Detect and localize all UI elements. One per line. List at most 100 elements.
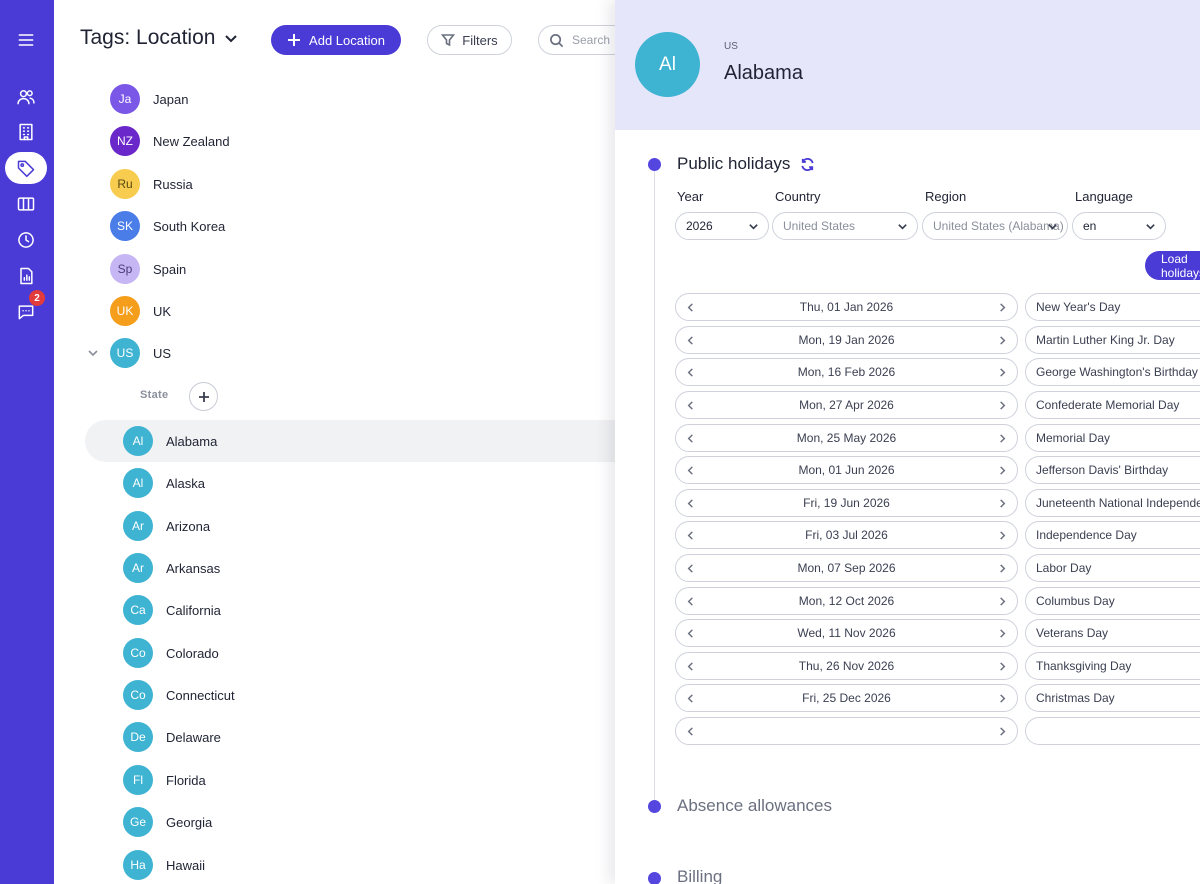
chevron-right-icon[interactable] [997, 693, 1008, 704]
add-location-button[interactable]: Add Location [271, 25, 401, 55]
holiday-name-input[interactable]: Veterans Day [1025, 619, 1200, 647]
nav-messages[interactable]: 2 [5, 290, 47, 328]
timeline-dot [648, 158, 661, 171]
list-item[interactable]: Ha Hawaii [85, 844, 615, 884]
chevron-right-icon[interactable] [997, 596, 1008, 607]
chevron-left-icon[interactable] [685, 628, 696, 639]
list-item[interactable]: UK UK [110, 290, 640, 332]
list-item[interactable]: Co Colorado [85, 632, 615, 674]
chevron-right-icon[interactable] [997, 400, 1008, 411]
chevron-left-icon[interactable] [685, 563, 696, 574]
state-name: Colorado [166, 645, 219, 661]
list-item[interactable]: Sp Spain [110, 248, 640, 290]
chevron-left-icon[interactable] [685, 302, 696, 313]
list-item[interactable]: De Delaware [85, 716, 615, 758]
region-select[interactable]: United States (Alabama) [922, 212, 1068, 240]
chevron-right-icon[interactable] [997, 498, 1008, 509]
chevron-right-icon[interactable] [997, 465, 1008, 476]
holiday-name-input[interactable]: George Washington's Birthday [1025, 358, 1200, 386]
holiday-date-picker[interactable]: Mon, 25 May 2026 [675, 424, 1018, 452]
nav-users[interactable] [5, 81, 47, 113]
chevron-right-icon[interactable] [997, 367, 1008, 378]
holiday-name-input[interactable]: Independence Day [1025, 521, 1200, 549]
list-item[interactable]: Ar Arizona [85, 505, 615, 547]
nav-reports[interactable] [5, 260, 47, 292]
list-item[interactable]: Ge Georgia [85, 801, 615, 843]
holiday-name-input[interactable]: Thanksgiving Day [1025, 652, 1200, 680]
holiday-date-picker[interactable]: Fri, 03 Jul 2026 [675, 521, 1018, 549]
chevron-left-icon[interactable] [685, 530, 696, 541]
holiday-name-input[interactable]: Labor Day [1025, 554, 1200, 582]
holiday-name-input[interactable]: Christmas Day [1025, 684, 1200, 712]
holiday-name-input[interactable]: New Year's Day [1025, 293, 1200, 321]
chevron-right-icon[interactable] [997, 661, 1008, 672]
list-item[interactable]: Ja Japan [110, 78, 640, 120]
chevron-left-icon[interactable] [685, 400, 696, 411]
chevron-left-icon[interactable] [685, 465, 696, 476]
list-item[interactable]: Co Connecticut [85, 674, 615, 716]
chevron-left-icon[interactable] [685, 596, 696, 607]
billing-header[interactable]: Billing [677, 867, 723, 884]
search-input[interactable] [572, 33, 622, 47]
chevron-left-icon[interactable] [685, 335, 696, 346]
holiday-date-picker[interactable]: Mon, 01 Jun 2026 [675, 456, 1018, 484]
holiday-date-picker[interactable]: Mon, 12 Oct 2026 [675, 587, 1018, 615]
list-item[interactable]: Ca California [85, 589, 615, 631]
chevron-right-icon[interactable] [997, 530, 1008, 541]
holiday-date-picker[interactable]: Thu, 26 Nov 2026 [675, 652, 1018, 680]
holiday-date-picker[interactable]: Thu, 01 Jan 2026 [675, 293, 1018, 321]
nav-tags[interactable] [5, 152, 47, 184]
list-item[interactable]: Ar Arkansas [85, 547, 615, 589]
holiday-name-input[interactable]: Confederate Memorial Day [1025, 391, 1200, 419]
holiday-name-input[interactable]: Memorial Day [1025, 424, 1200, 452]
list-item[interactable]: NZ New Zealand [110, 120, 640, 162]
nav-time[interactable] [5, 224, 47, 256]
collapse-chevron-icon[interactable] [87, 347, 99, 359]
list-item[interactable]: Fl Florida [85, 759, 615, 801]
nav-buildings[interactable] [5, 116, 47, 148]
holiday-name-input[interactable]: Columbus Day [1025, 587, 1200, 615]
holiday-date-picker[interactable]: Wed, 11 Nov 2026 [675, 619, 1018, 647]
filters-button[interactable]: Filters [427, 25, 512, 55]
chevron-left-icon[interactable] [685, 498, 696, 509]
holiday-name-input[interactable]: Martin Luther King Jr. Day [1025, 326, 1200, 354]
language-select[interactable]: en [1072, 212, 1166, 240]
chevron-right-icon[interactable] [997, 302, 1008, 313]
list-item-selected[interactable]: Al Alabama [85, 420, 615, 462]
add-state-button[interactable] [189, 382, 218, 411]
load-holidays-button[interactable]: Load holidays [1145, 251, 1200, 280]
nav-columns[interactable] [5, 188, 47, 220]
holiday-name-input[interactable]: Juneteenth National Independence Day [1025, 489, 1200, 517]
holiday-date-picker[interactable]: Fri, 25 Dec 2026 [675, 684, 1018, 712]
list-item[interactable]: SK South Korea [110, 205, 640, 247]
holiday-date-picker[interactable]: Mon, 19 Jan 2026 [675, 326, 1018, 354]
avatar: Al [635, 32, 700, 97]
year-select[interactable]: 2026 [675, 212, 769, 240]
chevron-right-icon[interactable] [997, 628, 1008, 639]
state-name: Hawaii [166, 857, 206, 873]
holiday-name-input-empty[interactable] [1025, 717, 1200, 745]
holiday-date-picker[interactable]: Mon, 07 Sep 2026 [675, 554, 1018, 582]
chevron-right-icon[interactable] [997, 726, 1008, 737]
holiday-date-picker[interactable]: Fri, 19 Jun 2026 [675, 489, 1018, 517]
holiday-date-picker-empty[interactable] [675, 717, 1018, 745]
holiday-name-input[interactable]: Jefferson Davis' Birthday [1025, 456, 1200, 484]
list-item[interactable]: Ru Russia [110, 163, 640, 205]
refresh-icon[interactable] [800, 157, 815, 172]
chevron-left-icon[interactable] [685, 661, 696, 672]
absence-allowances-header[interactable]: Absence allowances [677, 796, 832, 815]
chevron-right-icon[interactable] [997, 433, 1008, 444]
holiday-date-picker[interactable]: Mon, 16 Feb 2026 [675, 358, 1018, 386]
chevron-right-icon[interactable] [997, 335, 1008, 346]
list-item[interactable]: Al Alaska [85, 462, 615, 504]
chevron-right-icon[interactable] [997, 563, 1008, 574]
menu-button[interactable] [5, 24, 47, 56]
list-item[interactable]: US US [110, 332, 640, 374]
country-select[interactable]: United States [772, 212, 918, 240]
chevron-left-icon[interactable] [685, 693, 696, 704]
holiday-date-picker[interactable]: Mon, 27 Apr 2026 [675, 391, 1018, 419]
page-title[interactable]: Tags: Location [80, 26, 239, 50]
chevron-left-icon[interactable] [685, 367, 696, 378]
chevron-left-icon[interactable] [685, 433, 696, 444]
chevron-left-icon[interactable] [685, 726, 696, 737]
